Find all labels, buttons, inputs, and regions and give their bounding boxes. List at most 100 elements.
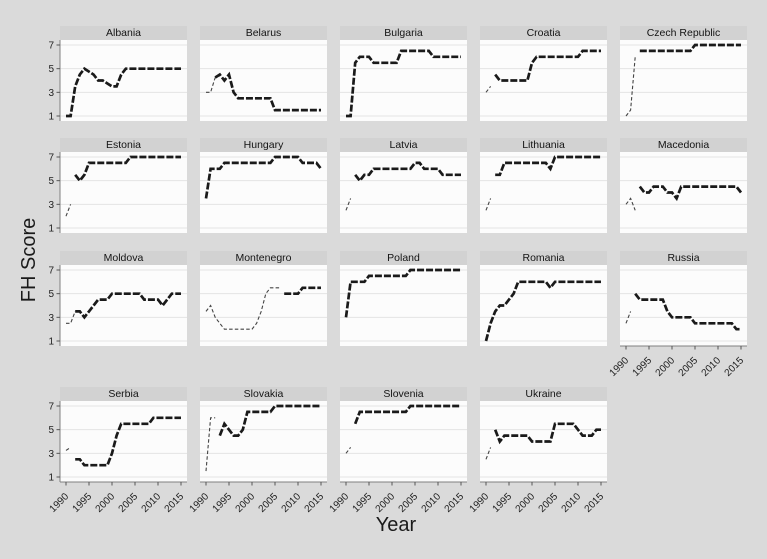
x-tick-label: 2000: [514, 491, 538, 515]
panel-ukraine: Ukraine 1990 1995 2000 2005 2010 2015: [468, 387, 607, 515]
panel-latvia: Latvia: [340, 138, 467, 233]
panel-title: Czech Republic: [620, 26, 747, 40]
panel-russia: Russia 1990 1995 2000 2005 2010 2015: [608, 251, 747, 379]
panel-chart: [200, 265, 327, 346]
panel-hungary: Hungary: [200, 138, 327, 233]
panel-lithuania: Lithuania: [480, 138, 607, 233]
x-tick-label: 2005: [257, 491, 281, 515]
panel-title: Russia: [620, 251, 747, 265]
x-tick-label: 2010: [420, 491, 444, 515]
panel-chart: 1 3 5 7: [48, 265, 187, 348]
panel-title: Lithuania: [480, 138, 607, 152]
y-tick-label: 1: [48, 112, 54, 123]
panel-romania: Romania: [480, 251, 607, 346]
panel-chart: 1990 1995 2000 2005 2010 2015: [608, 265, 747, 379]
y-tick-label: 1: [48, 337, 54, 348]
x-tick-label: 2015: [583, 491, 607, 515]
x-tick-label: 2000: [94, 491, 118, 515]
x-tick-label: 1995: [211, 491, 235, 515]
x-tick-label: 2005: [677, 355, 701, 379]
panel-title: Montenegro: [200, 251, 327, 265]
y-tick-label: 5: [48, 425, 54, 436]
y-tick-label: 3: [48, 200, 54, 211]
panel-chart: [480, 265, 607, 346]
panel-title: Slovenia: [340, 387, 467, 401]
x-tick-label: 2005: [537, 491, 561, 515]
panel-title: Estonia: [60, 138, 187, 152]
panel-estonia: Estonia 1 3 5 7: [48, 138, 187, 235]
y-tick-label: 7: [48, 402, 54, 413]
panel-chart: [340, 40, 467, 121]
x-tick-label: 2010: [560, 491, 584, 515]
panel-title: Latvia: [340, 138, 467, 152]
panel-chart: [620, 40, 747, 121]
panel-slovakia: Slovakia 1990 1995 2000 2005 2010 2015: [188, 387, 327, 515]
panel-poland: Poland: [340, 251, 467, 346]
panel-title: Albania: [60, 26, 187, 40]
panel-belarus: Belarus: [200, 26, 327, 121]
panel-chart: [480, 40, 607, 121]
panel-macedonia: Macedonia: [620, 138, 747, 233]
x-tick-label: 2010: [700, 355, 724, 379]
panel-chart: 1 3 5 7: [48, 40, 187, 123]
y-tick-label: 7: [48, 266, 54, 277]
panel-title: Bulgaria: [340, 26, 467, 40]
y-tick-label: 3: [48, 313, 54, 324]
x-tick-label: 1990: [188, 491, 212, 515]
x-tick-label: 2010: [140, 491, 164, 515]
panel-chart: 1 3 5 7: [48, 152, 187, 235]
x-tick-label: 2015: [303, 491, 327, 515]
x-tick-label: 2000: [374, 491, 398, 515]
panel-title: Ukraine: [480, 387, 607, 401]
panel-title: Romania: [480, 251, 607, 265]
x-tick-label: 2000: [234, 491, 258, 515]
panel-title: Slovakia: [200, 387, 327, 401]
panel-title: Hungary: [200, 138, 327, 152]
y-tick-label: 3: [48, 449, 54, 460]
x-tick-label: 2005: [397, 491, 421, 515]
panel-title: Serbia: [60, 387, 187, 401]
panel-title: Moldova: [60, 251, 187, 265]
x-tick-label: 1995: [351, 491, 375, 515]
panel-title: Belarus: [200, 26, 327, 40]
panel-chart: [340, 152, 467, 233]
y-tick-label: 1: [48, 473, 54, 484]
panel-title: Croatia: [480, 26, 607, 40]
y-tick-label: 5: [48, 289, 54, 300]
panel-title: Macedonia: [620, 138, 747, 152]
panel-slovenia: Slovenia 1990 1995 2000 2005 2010 2015: [328, 387, 467, 515]
panel-chart: [480, 152, 607, 233]
x-tick-label: 1995: [71, 491, 95, 515]
x-tick-label: 2015: [443, 491, 467, 515]
panel-czech-republic: Czech Republic: [620, 26, 747, 121]
panel-chart: [340, 265, 467, 346]
panel-chart: [620, 152, 747, 233]
panel-montenegro: Montenegro: [200, 251, 327, 346]
x-tick-label: 1990: [468, 491, 492, 515]
x-tick-label: 1990: [328, 491, 352, 515]
y-tick-label: 3: [48, 88, 54, 99]
panel-chart: 1990 1995 2000 2005 2010 2015: [188, 401, 327, 515]
x-tick-label: 1990: [48, 491, 72, 515]
x-tick-label: 1995: [491, 491, 515, 515]
y-axis-title: FH Score: [18, 217, 40, 303]
panel-title: Poland: [340, 251, 467, 265]
panel-chart: 1990 1995 2000 2005 2010 2015: [468, 401, 607, 515]
panel-chart: 1 3 5 7 1990 1995 2000 2005 2010 2015: [48, 401, 187, 515]
y-tick-label: 5: [48, 64, 54, 75]
x-tick-label: 2015: [723, 355, 747, 379]
y-tick-label: 5: [48, 176, 54, 187]
panel-albania: Albania 1 3 5 7: [48, 26, 187, 123]
panel-bulgaria: Bulgaria: [340, 26, 467, 121]
panel-chart: [200, 152, 327, 233]
x-tick-label: 1995: [631, 355, 655, 379]
x-tick-label: 2000: [654, 355, 678, 379]
x-tick-label: 2005: [117, 491, 141, 515]
panel-chart: 1990 1995 2000 2005 2010 2015: [328, 401, 467, 515]
panel-chart: [200, 40, 327, 121]
x-axis-title: Year: [375, 514, 417, 536]
y-tick-label: 7: [48, 41, 54, 52]
panel-serbia: Serbia 1 3 5 7 1990 1995 2000 2005 2010 2015: [48, 387, 187, 515]
x-tick-label: 2010: [280, 491, 304, 515]
